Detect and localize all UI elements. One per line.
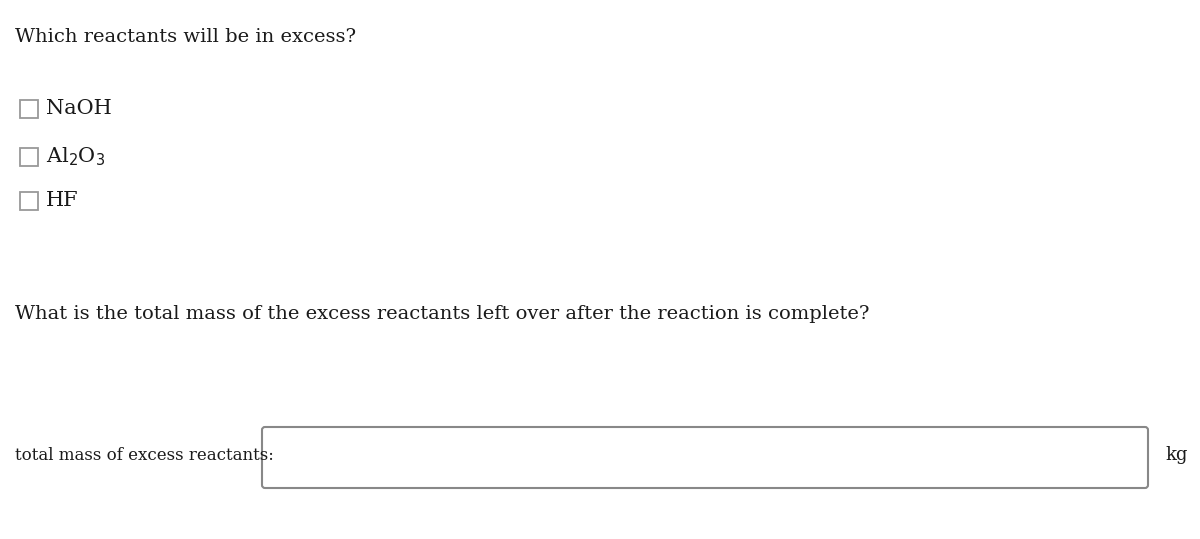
Bar (20, 100, 38, 118)
Text: NaOH: NaOH (46, 100, 112, 119)
Text: Al$_2$O$_3$: Al$_2$O$_3$ (46, 146, 106, 168)
Text: total mass of excess reactants:: total mass of excess reactants: (14, 446, 274, 464)
Text: HF: HF (46, 191, 79, 211)
Text: kg: kg (1165, 446, 1188, 464)
Bar (20, 192, 38, 210)
Text: What is the total mass of the excess reactants left over after the reaction is c: What is the total mass of the excess rea… (14, 305, 870, 323)
FancyBboxPatch shape (262, 427, 1148, 488)
Bar (20, 148, 38, 166)
Text: Which reactants will be in excess?: Which reactants will be in excess? (14, 28, 356, 46)
